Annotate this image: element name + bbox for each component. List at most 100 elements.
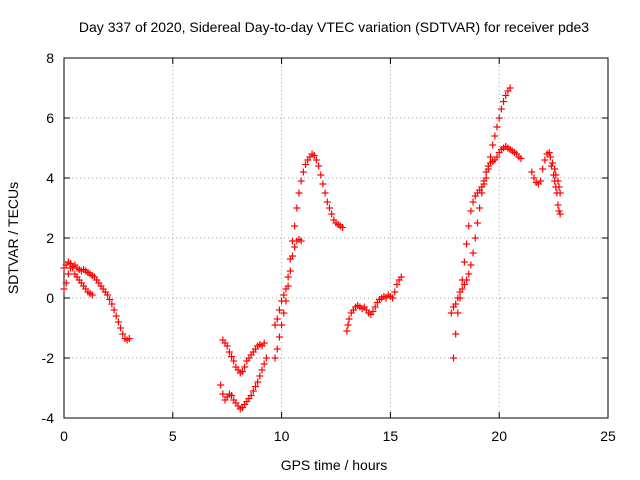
data-point <box>295 189 303 197</box>
data-point <box>299 168 307 176</box>
series-seg4b <box>450 84 514 362</box>
data-point <box>88 291 96 299</box>
data-point <box>310 152 318 159</box>
data-point <box>321 189 329 197</box>
data-point <box>238 368 246 375</box>
data-point <box>500 98 508 105</box>
data-point <box>328 210 336 218</box>
data-point <box>230 357 238 365</box>
data-point <box>454 309 462 317</box>
data-point <box>465 222 473 230</box>
data-point <box>447 309 455 317</box>
data-point <box>117 324 125 332</box>
data-point <box>69 264 77 272</box>
data-point <box>471 234 479 242</box>
data-point <box>469 249 477 257</box>
data-point <box>323 198 331 206</box>
data-point <box>291 222 299 230</box>
series-seg2c <box>271 236 305 362</box>
data-point <box>555 207 563 215</box>
data-point <box>458 276 466 284</box>
data-point <box>491 132 499 140</box>
data-point <box>556 210 564 218</box>
data-point <box>286 267 294 275</box>
data-point <box>254 378 262 386</box>
data-point <box>325 204 333 212</box>
x-tick-label: 10 <box>274 428 290 444</box>
data-point <box>369 308 377 315</box>
series-seg2a <box>219 336 268 377</box>
data-point <box>393 281 401 288</box>
data-point <box>456 294 464 302</box>
data-point <box>112 312 120 320</box>
series-seg2d <box>271 150 347 329</box>
x-tick-label: 15 <box>383 428 399 444</box>
data-point <box>339 224 347 231</box>
data-point <box>452 330 460 338</box>
data-point <box>458 285 466 293</box>
grid <box>64 58 608 418</box>
data-point <box>495 114 503 122</box>
data-point <box>344 321 352 329</box>
data-point <box>293 204 301 212</box>
data-point <box>465 270 473 278</box>
data-point <box>282 285 290 293</box>
data-point <box>547 162 555 170</box>
data-point <box>271 354 279 362</box>
chart-title: Day 337 of 2020, Sidereal Day-to-day VTE… <box>79 19 589 35</box>
series-seg2b <box>217 354 270 413</box>
data-point <box>110 306 118 314</box>
data-point <box>397 273 405 281</box>
y-tick-label: 0 <box>46 290 54 306</box>
data-point <box>315 162 323 170</box>
data-point <box>64 270 72 278</box>
data-point <box>297 177 305 185</box>
y-tick-label: 6 <box>46 110 54 126</box>
data-point <box>275 306 283 314</box>
data-point <box>219 390 227 398</box>
data-point <box>284 273 292 281</box>
series-seg5b <box>549 159 564 197</box>
data-point <box>486 153 494 161</box>
data-point <box>493 153 501 161</box>
data-point <box>106 296 114 303</box>
data-point <box>60 285 68 293</box>
data-point <box>460 281 468 288</box>
data-point <box>273 345 281 353</box>
data-point <box>391 288 399 296</box>
data-point <box>62 279 70 287</box>
data-point <box>452 300 460 308</box>
data-point <box>554 201 562 209</box>
data-point <box>247 392 255 399</box>
data-point <box>554 177 562 185</box>
data-point <box>517 155 525 162</box>
data-point <box>497 105 505 113</box>
series-seg3 <box>343 273 405 335</box>
series-seg1b <box>60 258 96 299</box>
data-point <box>541 156 549 164</box>
x-tick-label: 25 <box>600 428 616 444</box>
data-point <box>551 165 559 173</box>
data-point <box>484 165 492 173</box>
data-point <box>217 381 225 389</box>
data-point <box>286 255 294 263</box>
data-point <box>476 204 484 212</box>
data-point <box>460 258 468 266</box>
data-point <box>450 354 458 362</box>
data-point <box>262 354 270 362</box>
data-point <box>280 309 288 317</box>
data-point <box>271 321 279 329</box>
data-point <box>67 260 75 267</box>
data-points <box>60 84 564 413</box>
data-point <box>469 198 477 206</box>
y-tick-label: 8 <box>46 50 54 66</box>
y-tick-label: 2 <box>46 230 54 246</box>
y-axis-label: SDTVAR / TECUs <box>5 182 21 294</box>
data-point <box>278 321 286 329</box>
data-point <box>528 168 536 176</box>
data-point <box>371 303 379 311</box>
data-point <box>119 330 127 338</box>
plot-frame <box>63 57 609 419</box>
x-tick-label: 20 <box>491 428 507 444</box>
y-tick-labels: -4 -2 0 2 4 6 8 <box>42 50 55 426</box>
